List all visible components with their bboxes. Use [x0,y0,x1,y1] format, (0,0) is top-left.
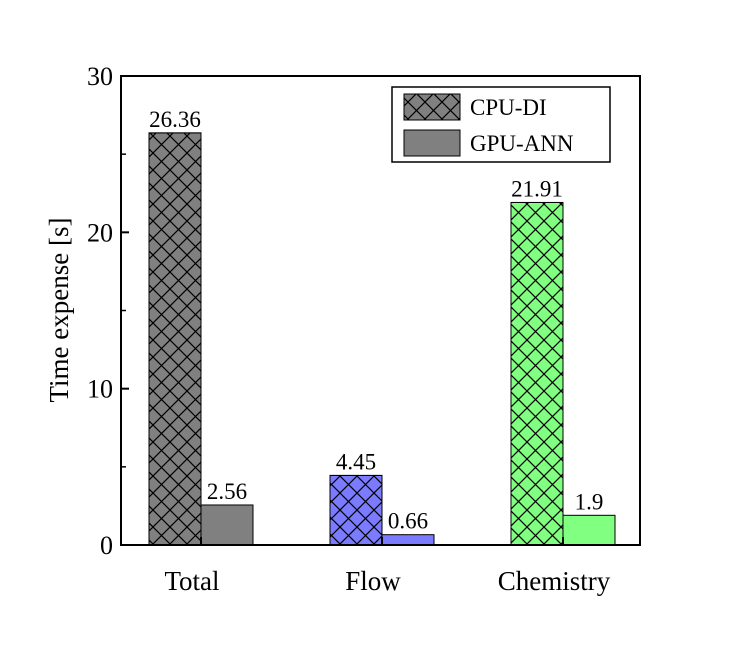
legend-swatch-hatch-cpu-di [403,93,461,121]
bar-gpu-ann-chemistry [562,514,616,546]
category-label-flow: Flow [345,566,401,596]
data-label-gpu-ann-chemistry: 1.9 [575,489,604,514]
legend-label-gpu-ann: GPU-ANN [470,131,574,156]
category-label-chemistry: Chemistry [498,566,611,596]
bar-hatch-cpu-di-chemistry [510,201,564,546]
bar-hatch-cpu-di-total [148,132,202,546]
bar-gpu-ann-total [200,504,254,546]
plot-area: 26.36 2.56 Total 4.45 0.66 Flow 21.91 1.9 Chemis… [44,62,641,596]
y-tick-label-30: 30 [87,62,113,91]
category-label-total: Total [164,566,219,596]
legend-label-cpu-di: CPU-DI [470,95,547,120]
legend-swatch-gpu-ann [403,129,461,157]
y-tick-label-20: 20 [87,218,113,247]
y-tick-label-0: 0 [100,531,113,560]
data-label-cpu-di-flow: 4.45 [336,449,376,474]
data-label-gpu-ann-total: 2.56 [207,479,247,504]
data-label-cpu-di-total: 26.36 [149,107,201,132]
data-label-gpu-ann-flow: 0.66 [388,509,428,534]
y-axis-title: Time expense [s] [44,218,74,403]
y-tick-label-10: 10 [87,375,113,404]
bar-hatch-cpu-di-flow [329,474,383,546]
bar-gpu-ann-flow [381,534,435,546]
data-label-cpu-di-chemistry: 21.91 [511,176,563,201]
